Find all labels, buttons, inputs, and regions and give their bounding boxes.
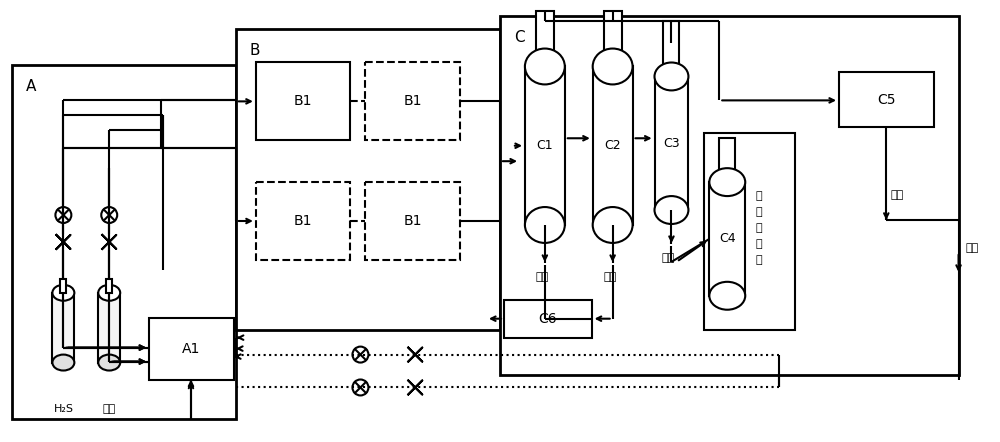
Bar <box>604 11 622 53</box>
Ellipse shape <box>709 168 745 196</box>
Bar <box>663 21 679 66</box>
Text: H₂S: H₂S <box>53 404 73 415</box>
Text: C5: C5 <box>877 93 896 107</box>
Bar <box>365 62 460 140</box>
Text: B1: B1 <box>294 95 312 108</box>
Ellipse shape <box>593 207 633 243</box>
Bar <box>593 66 633 225</box>
Bar <box>504 300 592 338</box>
Bar <box>149 318 234 380</box>
Ellipse shape <box>525 49 565 84</box>
Text: C3: C3 <box>663 137 680 150</box>
Bar <box>839 72 934 127</box>
Text: C4: C4 <box>719 232 736 245</box>
Bar <box>709 182 745 296</box>
Text: 液硫: 液硫 <box>535 272 548 282</box>
Text: B1: B1 <box>404 214 422 228</box>
Bar <box>52 293 74 362</box>
Ellipse shape <box>655 62 688 91</box>
Ellipse shape <box>98 285 120 301</box>
Text: C6: C6 <box>539 312 557 326</box>
Text: 胺液: 胺液 <box>662 253 675 263</box>
Text: 载气: 载气 <box>103 404 116 415</box>
Bar <box>365 182 460 260</box>
Text: C2: C2 <box>604 139 621 152</box>
Bar <box>704 133 795 330</box>
Ellipse shape <box>52 285 74 301</box>
Bar <box>236 29 500 330</box>
Bar <box>719 138 735 171</box>
Text: C: C <box>514 30 525 45</box>
Text: 载气: 载气 <box>890 190 904 200</box>
Text: 吸: 吸 <box>756 207 762 217</box>
Bar <box>256 62 350 140</box>
Ellipse shape <box>709 282 745 310</box>
Text: 解: 解 <box>756 191 762 201</box>
Bar <box>12 65 236 419</box>
Ellipse shape <box>655 196 688 224</box>
Bar <box>525 66 565 225</box>
Bar <box>106 279 112 293</box>
Text: B: B <box>250 42 260 57</box>
Bar <box>500 15 959 374</box>
Ellipse shape <box>52 354 74 370</box>
Text: A1: A1 <box>182 342 201 356</box>
Text: C1: C1 <box>537 139 553 152</box>
Bar <box>536 11 554 53</box>
Text: 氢气: 氢气 <box>966 243 979 253</box>
Bar <box>655 76 688 210</box>
Bar <box>256 182 350 260</box>
Text: 硫: 硫 <box>756 223 762 233</box>
Ellipse shape <box>593 49 633 84</box>
Ellipse shape <box>525 207 565 243</box>
Text: B1: B1 <box>404 95 422 108</box>
Text: 氢: 氢 <box>756 255 762 265</box>
Text: B1: B1 <box>294 214 312 228</box>
Ellipse shape <box>98 354 120 370</box>
Bar <box>60 279 66 293</box>
Text: A: A <box>25 80 36 95</box>
Bar <box>98 293 120 362</box>
Text: 化: 化 <box>756 239 762 249</box>
Text: 固硫: 固硫 <box>603 272 616 282</box>
